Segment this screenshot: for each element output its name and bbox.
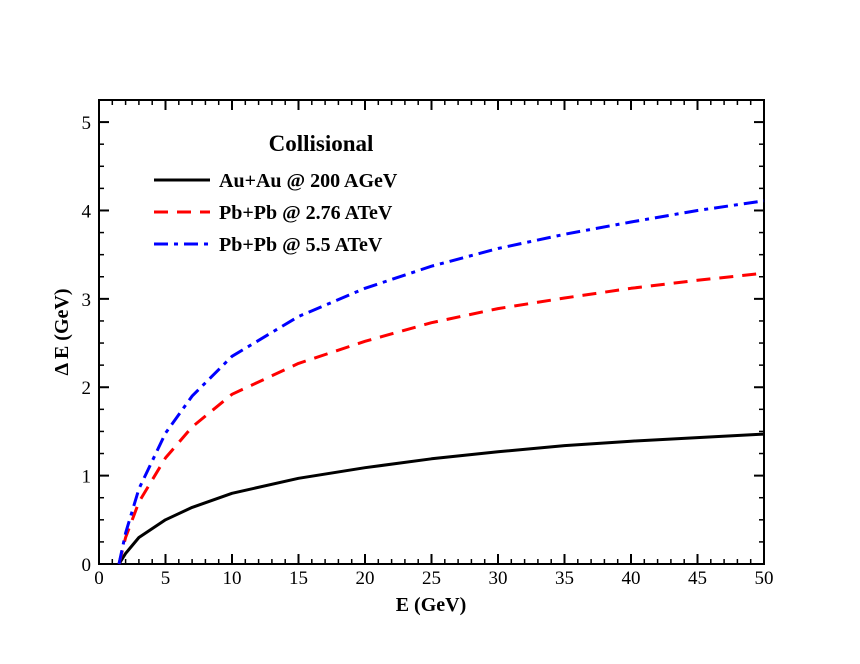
series-line-3 (117, 199, 765, 565)
y-tick-label: 5 (82, 113, 92, 134)
plot-frame (98, 99, 765, 565)
x-tick-label: 30 (489, 568, 508, 589)
x-tick-label: 45 (688, 568, 707, 589)
y-tick-label: 4 (82, 201, 92, 222)
series-line-1 (117, 432, 765, 565)
minor-ticks (99, 99, 764, 564)
y-tick-label: 2 (82, 378, 92, 399)
x-tick-label: 10 (223, 568, 242, 589)
series-lines (117, 199, 765, 565)
x-tick-label: 0 (94, 568, 104, 589)
x-tick-label: 35 (555, 568, 574, 589)
legend-title: Collisional (269, 131, 374, 156)
legend-label-1: Au+Au @ 200 AGeV (219, 170, 398, 192)
x-tick-label: 40 (622, 568, 641, 589)
y-tick-labels: 0 1 2 3 4 5 (82, 113, 92, 576)
y-axis-label: Δ E (GeV) (51, 289, 73, 376)
x-tick-label: 20 (356, 568, 375, 589)
major-ticks (98, 100, 765, 565)
legend-label-3: Pb+Pb @ 5.5 ATeV (219, 234, 383, 256)
y-tick-label: 1 (82, 467, 92, 488)
x-tick-labels: 0 5 10 15 20 25 30 35 40 45 50 (94, 568, 773, 589)
y-tick-label: 3 (82, 290, 92, 311)
legend: Au+Au @ 200 AGeV Pb+Pb @ 2.76 ATeV Pb+Pb @… (154, 170, 398, 256)
y-tick-label: 0 (82, 555, 92, 576)
x-tick-label: 50 (755, 568, 774, 589)
legend-label-2: Pb+Pb @ 2.76 ATeV (219, 202, 393, 224)
x-tick-label: 5 (161, 568, 171, 589)
x-axis-label: E (GeV) (396, 594, 467, 616)
x-tick-label: 25 (422, 568, 441, 589)
series-line-2 (117, 271, 765, 565)
x-tick-label: 15 (289, 568, 308, 589)
